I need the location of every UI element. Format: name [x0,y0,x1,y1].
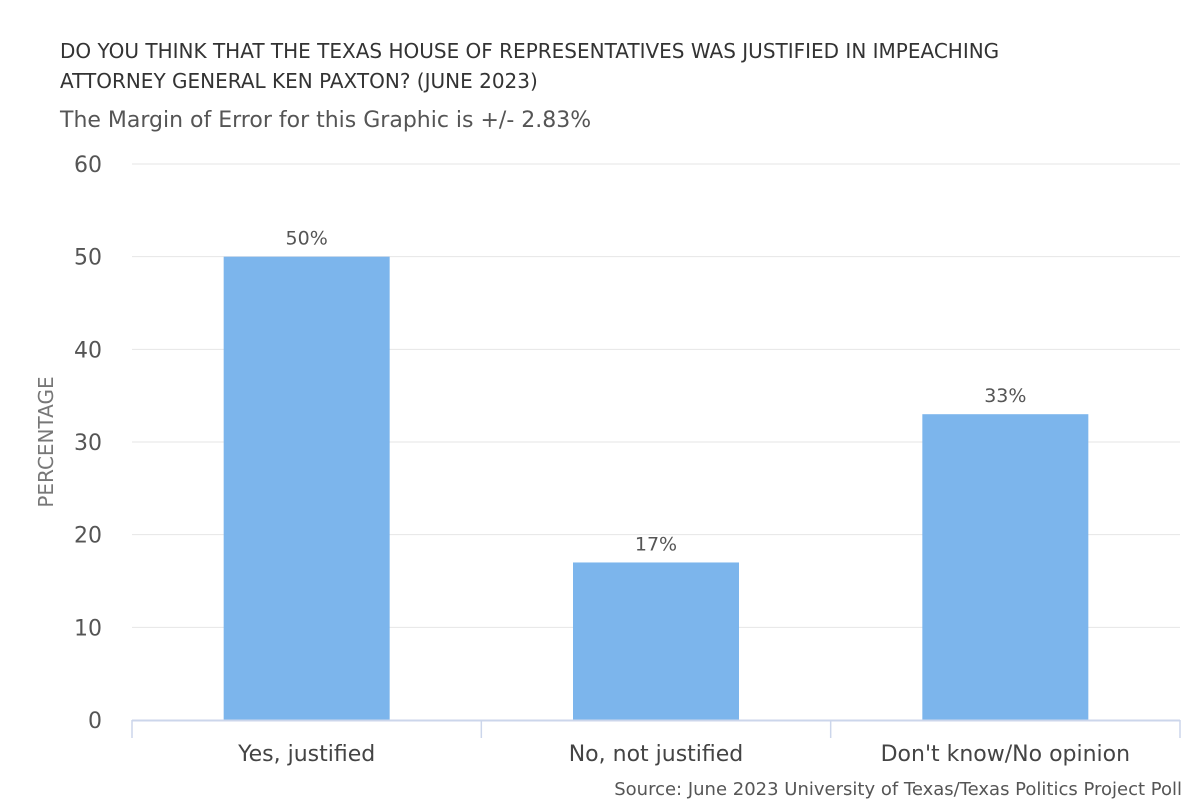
data-label: 33% [984,385,1026,407]
bars [223,256,1089,720]
y-axis-title: PERCENTAGE [34,376,58,507]
y-tick-label: 0 [88,709,102,734]
bar [223,256,390,720]
y-tick-label: 50 [74,246,102,271]
y-tick-label: 30 [74,431,102,456]
y-tick-label: 60 [74,153,102,178]
x-tick-label: Yes, justified [237,742,375,767]
chart-subtitle: The Margin of Error for this Graphic is … [60,108,592,133]
data-label: 50% [286,228,328,250]
x-axis: Yes, justified No, not justified Don't kno… [131,719,1181,767]
chart-title: DO YOU THINK THAT THE TEXAS HOUSE OF REP… [60,39,1000,93]
data-label: 17% [635,533,677,555]
x-tick-label: No, not justified [569,742,744,767]
y-tick-label: 20 [74,524,102,549]
data-labels: 50% 17% 33% [286,228,1027,556]
bar [573,562,739,720]
x-tick-label: Don't know/No opinion [881,742,1130,767]
y-tick-label: 40 [74,338,102,363]
bar [922,414,1089,720]
y-tick-label: 10 [74,616,102,641]
source-note: Source: June 2023 University of Texas/Te… [614,779,1182,800]
y-axis-ticks: 0 10 20 30 40 50 60 [74,153,102,734]
